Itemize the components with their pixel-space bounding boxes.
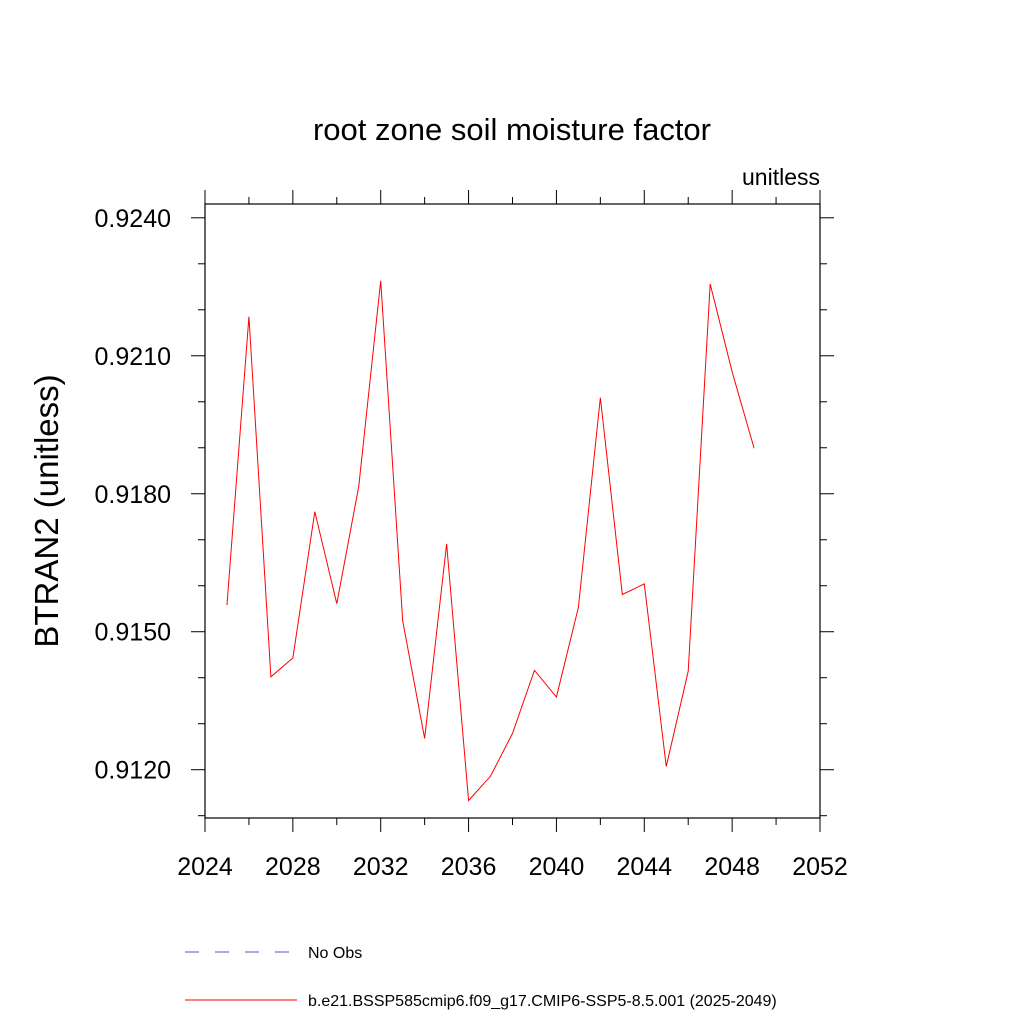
y-tick-label: 0.9240 <box>95 205 171 233</box>
y-tick-label: 0.9120 <box>95 757 171 785</box>
y-tick-label: 0.9180 <box>95 481 171 509</box>
y-axis: 0.9120 0.9150 0.9180 0.9210 0.9240 <box>95 205 834 817</box>
plot-frame <box>204 203 821 819</box>
x-tick-label: 2040 <box>529 853 585 881</box>
units-label: unitless <box>742 164 820 190</box>
x-tick-label: 2036 <box>441 853 497 881</box>
x-axis: 2024 2028 2032 2036 2040 2044 2048 2052 <box>177 190 848 881</box>
series-layer <box>226 280 755 802</box>
x-tick-label: 2028 <box>265 853 321 881</box>
series-line-1 <box>226 280 755 802</box>
y-tick-label: 0.9150 <box>95 619 171 647</box>
legend-label-no-obs: No Obs <box>308 945 362 962</box>
y-tick-label: 0.9210 <box>95 343 171 371</box>
chart-title: root zone soil moisture factor <box>313 112 711 147</box>
legend: No Obs b.e21.BSSP585cmip6.f09_g17.CMIP6-… <box>185 945 777 1010</box>
x-tick-label: 2048 <box>704 853 760 881</box>
legend-label-model: b.e21.BSSP585cmip6.f09_g17.CMIP6-SSP5-8.… <box>308 993 777 1010</box>
x-tick-label: 2032 <box>353 853 409 881</box>
y-axis-label: BTRAN2 (unitless) <box>28 374 65 647</box>
x-tick-label: 2024 <box>177 853 233 881</box>
x-tick-label: 2052 <box>792 853 848 881</box>
x-tick-label: 2044 <box>616 853 672 881</box>
